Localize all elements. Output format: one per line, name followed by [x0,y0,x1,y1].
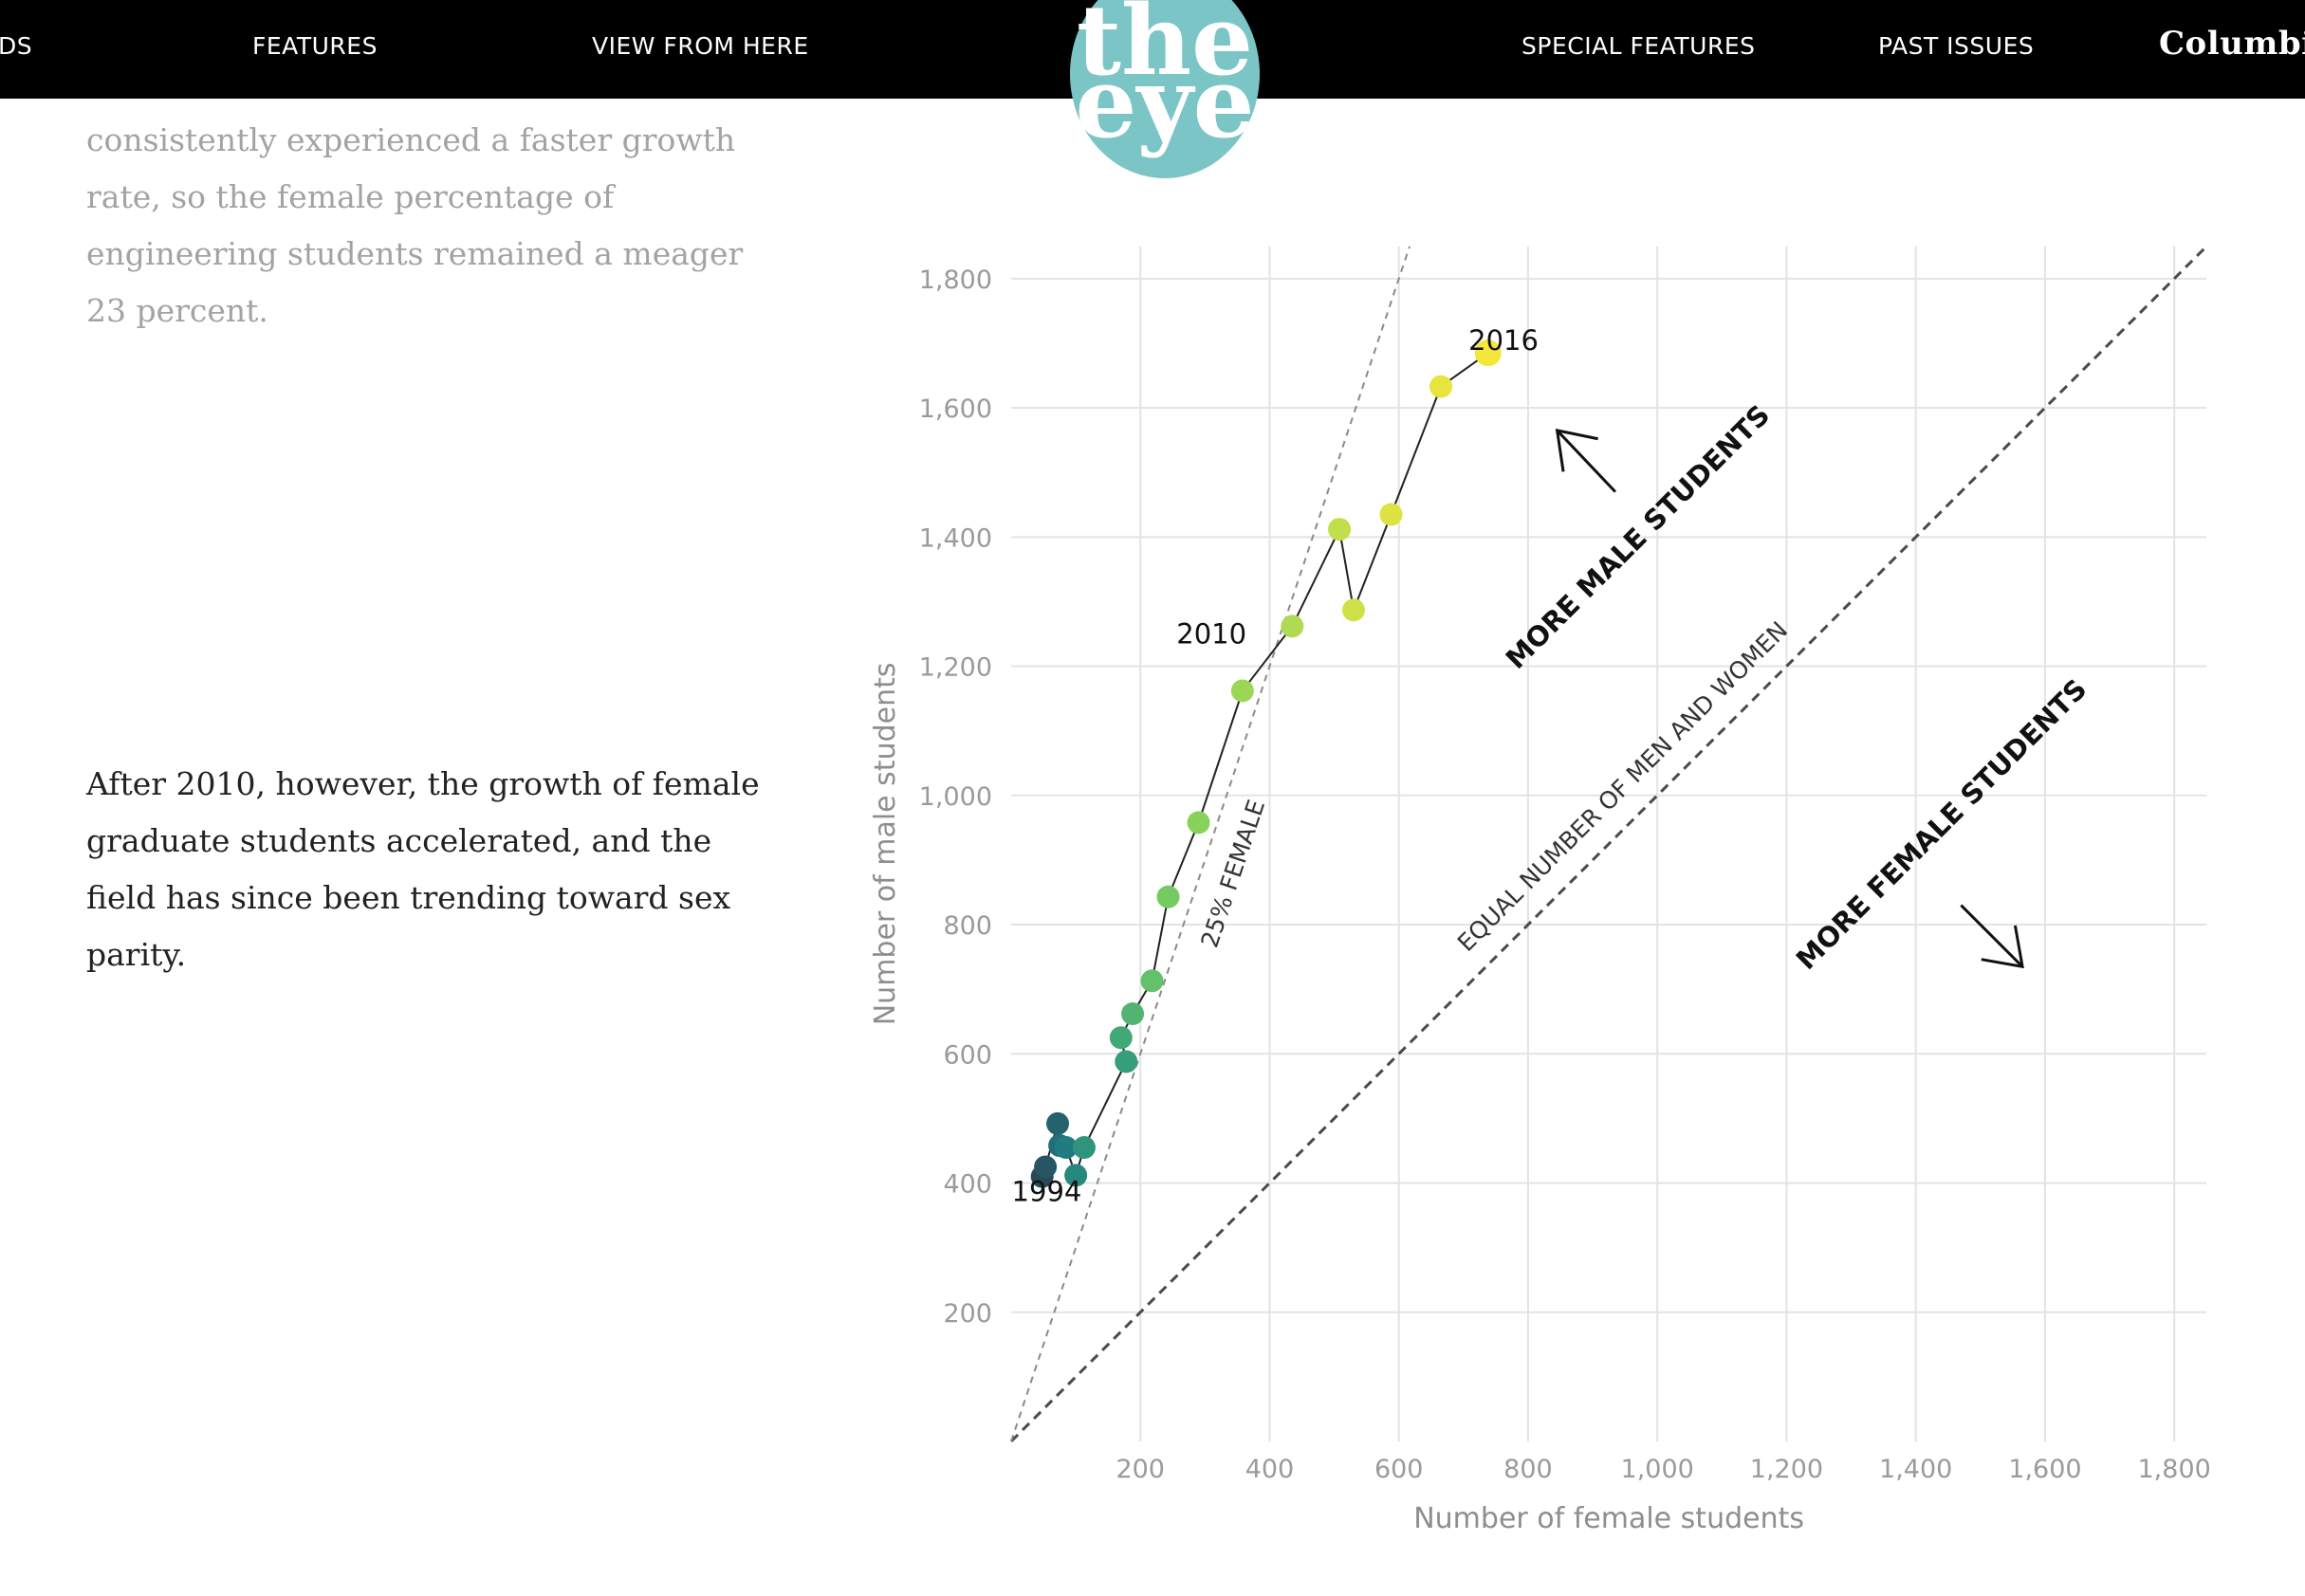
x-tick-label: 1,200 [1750,1455,1823,1484]
data-point[interactable] [1034,1155,1058,1179]
article-line: parity. [86,936,187,973]
article-line: field has since been trending toward sex [86,879,731,916]
down-right-arrow-icon-shaft [1960,904,2024,968]
article-line: 23 percent. [86,292,268,329]
chart-grid [1011,246,2207,1441]
data-point[interactable] [1474,339,1502,367]
x-tick-label: 1,000 [1621,1455,1694,1484]
y-tick-label: 800 [943,911,992,941]
year-label: 2010 [1176,618,1246,651]
data-point[interactable] [1046,1111,1070,1135]
x-tick-label: 1,600 [2008,1455,2081,1484]
tick-labels: 200 400 600 800 1,000 1,200 1,400 1,600 1,800 200… [919,266,2211,1484]
data-point[interactable] [1342,598,1366,622]
article-line: consistently experienced a faster growth [86,121,736,158]
up-left-arrow-icon-head [1555,429,1598,472]
data-points [1030,339,1502,1188]
y-tick-label: 1,200 [919,653,992,683]
article-line: After 2010, however, the growth of femal… [86,765,760,802]
y-tick-label: 1,400 [919,523,992,553]
nav-item-special-features[interactable]: SPECIAL FEATURES [1521,32,1756,60]
reference-lines [1009,245,2208,1443]
article-line: rate, so the female percentage of [86,178,615,215]
y-axis-title: Number of male students [869,663,902,1026]
nav-item-view-from-here[interactable]: VIEW FROM HERE [592,32,809,60]
data-point[interactable] [1281,615,1304,638]
down-right-arrow-icon-head [1981,925,2024,969]
up-left-arrow-icon [1555,429,1617,493]
data-point[interactable] [1187,811,1210,835]
year-label: 2016 [1468,324,1539,357]
article-paragraph-faded: consistently experienced a faster growth… [86,112,769,339]
data-point[interactable] [1230,679,1254,703]
data-point[interactable] [1115,1050,1138,1073]
data-point[interactable] [1072,1136,1096,1160]
scatter-chart: 200 400 600 800 1,000 1,200 1,400 1,600 1,800 200… [869,245,2211,1535]
up-left-arrow-icon-shaft [1556,429,1617,493]
the-eye-logo[interactable]: the eye [1070,0,1260,178]
data-point[interactable] [1109,1026,1133,1050]
y-tick-label: 1,600 [919,394,992,424]
y-tick-label: 400 [943,1170,992,1200]
x-tick-label: 200 [1116,1455,1165,1484]
x-axis-title: Number of female students [1413,1502,1804,1535]
x-tick-label: 400 [1245,1455,1295,1484]
y-tick-label: 1,000 [919,782,992,812]
data-point[interactable] [1140,969,1164,993]
equal-reference-line [1009,245,2208,1443]
logo-text-the: the [1077,0,1253,98]
year-label: 1994 [1012,1176,1082,1208]
nav-item-features[interactable]: FEATURES [252,32,378,60]
more-female-annotation: MORE FEMALE STUDENTS [1790,672,2093,976]
data-point[interactable] [1054,1136,1078,1160]
y-tick-label: 600 [943,1040,992,1070]
x-tick-label: 600 [1374,1455,1424,1484]
data-point[interactable] [1064,1164,1088,1187]
x-tick-label: 1,400 [1879,1455,1952,1484]
data-point[interactable] [1379,503,1403,526]
columbia-logo[interactable]: Columbia [2159,25,2305,63]
article-paragraph-main: After 2010, however, the growth of femal… [86,756,769,983]
x-tick-label: 1,800 [2138,1455,2211,1484]
y-tick-label: 200 [943,1299,992,1329]
data-point[interactable] [1429,375,1452,398]
x-tick-label: 800 [1503,1455,1553,1484]
y-tick-label: 1,800 [919,266,992,295]
article-line: graduate students accelerated, and the [86,822,712,859]
data-point[interactable] [1121,1002,1145,1026]
article-line: engineering students remained a meager [86,235,744,272]
female-25-reference-line [1010,246,1411,1442]
nav-item-past-issues[interactable]: PAST ISSUES [1878,32,2035,60]
logo-text-eye: eye [1075,46,1254,160]
equal-line-label: EQUAL NUMBER OF MEN AND WOMEN [1452,616,1793,957]
nav-item-partial[interactable]: DS [0,32,33,60]
data-point[interactable] [1328,518,1352,541]
data-point[interactable] [1156,885,1180,908]
down-right-arrow-icon [1960,904,2024,969]
